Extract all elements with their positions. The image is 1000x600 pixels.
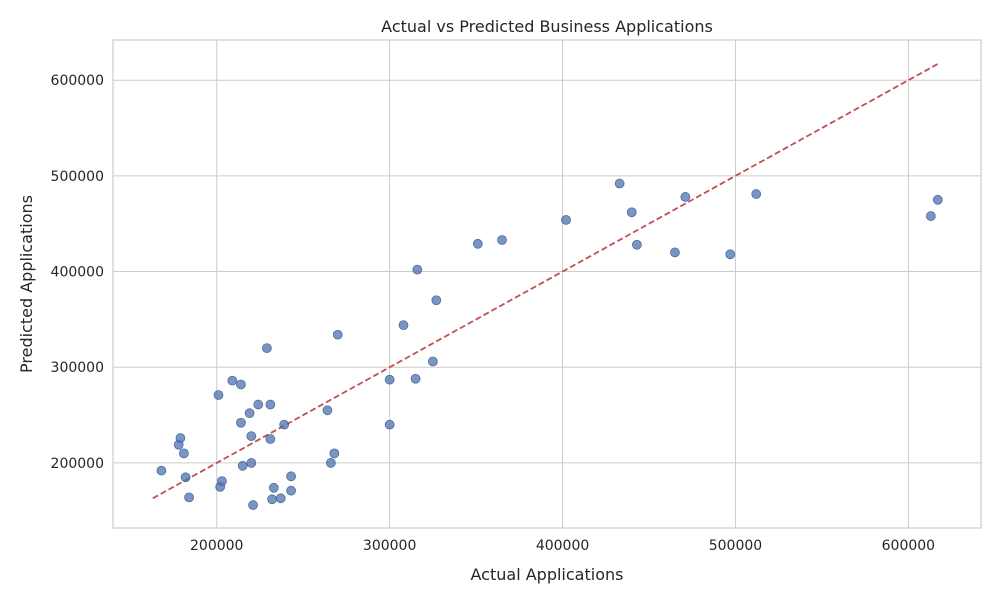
data-point bbox=[246, 431, 257, 442]
data-point bbox=[244, 408, 255, 419]
data-point bbox=[156, 465, 167, 476]
data-point bbox=[497, 235, 507, 245]
y-tick-label: 200000 bbox=[51, 456, 104, 472]
x-tick-label: 500000 bbox=[709, 538, 762, 554]
x-tick-label: 600000 bbox=[882, 538, 935, 554]
data-point bbox=[236, 417, 246, 428]
x-tick-label: 300000 bbox=[363, 538, 416, 554]
data-point bbox=[398, 320, 409, 331]
plot-frame bbox=[112, 39, 982, 529]
y-tick-label: 400000 bbox=[51, 265, 104, 281]
data-point bbox=[213, 390, 224, 400]
data-point bbox=[267, 494, 277, 505]
data-point bbox=[561, 214, 571, 225]
data-point bbox=[237, 460, 248, 471]
data-point bbox=[286, 471, 296, 482]
x-tick-label: 400000 bbox=[536, 538, 589, 554]
y-tick-label: 500000 bbox=[51, 169, 104, 185]
data-point bbox=[265, 399, 276, 410]
data-point bbox=[217, 476, 227, 487]
y-tick-label: 300000 bbox=[51, 360, 104, 376]
x-axis-ticks: 200000 300000 400000 500000 600000 bbox=[190, 538, 935, 554]
data-point bbox=[925, 211, 936, 221]
data-point bbox=[332, 329, 343, 340]
data-point bbox=[626, 207, 637, 218]
data-point bbox=[253, 399, 264, 410]
x-axis-label: Actual Applications bbox=[471, 565, 624, 584]
data-point bbox=[431, 295, 442, 306]
data-point bbox=[670, 247, 680, 258]
data-point bbox=[246, 458, 257, 468]
data-point bbox=[279, 419, 290, 430]
data-point bbox=[248, 500, 258, 510]
data-point bbox=[680, 192, 691, 202]
y-axis-label: Predicted Applications bbox=[17, 195, 36, 373]
data-point bbox=[261, 343, 272, 354]
data-point bbox=[329, 448, 340, 459]
data-point bbox=[932, 194, 943, 205]
points-layer bbox=[156, 178, 943, 510]
x-tick-label: 200000 bbox=[190, 538, 243, 554]
data-point bbox=[410, 373, 421, 384]
data-point bbox=[384, 419, 395, 430]
data-point bbox=[751, 189, 762, 199]
data-point bbox=[180, 472, 191, 483]
chart-title: Actual vs Predicted Business Application… bbox=[381, 17, 713, 36]
data-point bbox=[236, 379, 246, 390]
data-point bbox=[178, 448, 189, 459]
data-point bbox=[286, 485, 296, 496]
grid bbox=[113, 40, 981, 528]
data-point bbox=[184, 492, 194, 503]
data-point bbox=[322, 405, 333, 416]
data-point bbox=[384, 374, 395, 385]
data-point bbox=[472, 238, 483, 249]
data-point bbox=[412, 264, 423, 275]
data-point bbox=[325, 458, 336, 468]
data-point bbox=[614, 178, 625, 189]
data-point bbox=[725, 249, 736, 260]
y-tick-label: 600000 bbox=[51, 73, 104, 89]
data-point bbox=[175, 433, 186, 443]
data-point bbox=[427, 356, 438, 367]
data-point bbox=[227, 375, 238, 386]
data-point bbox=[632, 239, 642, 250]
y-axis-ticks: 200000 300000 400000 500000 600000 bbox=[51, 73, 104, 472]
data-point bbox=[275, 493, 286, 504]
data-point bbox=[265, 434, 276, 444]
data-point bbox=[268, 482, 279, 493]
